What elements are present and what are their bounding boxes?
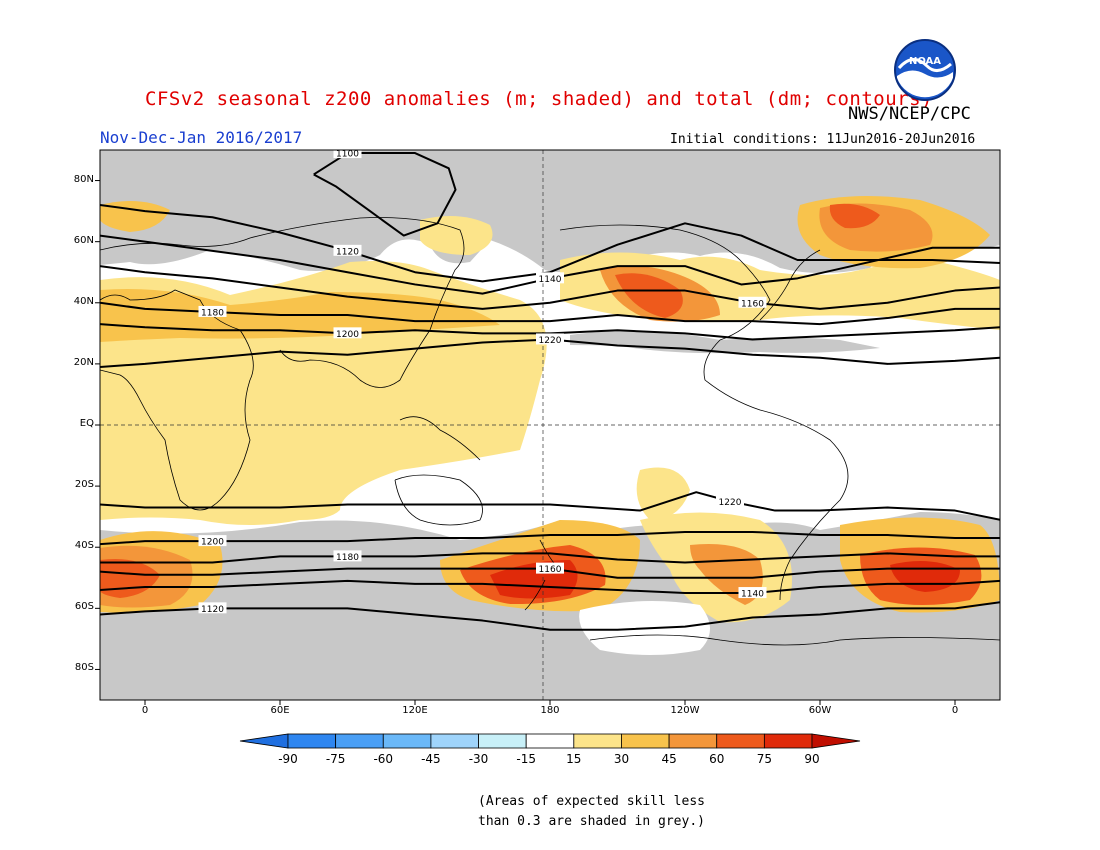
contour-label: 1180 xyxy=(336,553,359,563)
lon-tick-label: 60W xyxy=(808,705,832,716)
colorbar-tick-label: 60 xyxy=(709,752,725,766)
colorbar-tick-label: -30 xyxy=(468,752,489,766)
contour-label-bg xyxy=(198,305,227,317)
lon-tick-label: 180 xyxy=(540,705,560,716)
contour-label-bg xyxy=(333,150,362,159)
contour-label: 1160 xyxy=(539,565,562,575)
colorbar-swatch xyxy=(430,733,479,749)
skill-note-line-2: than 0.3 are shaded in grey.) xyxy=(478,814,705,829)
contour-label: 1200 xyxy=(336,330,359,340)
contour-line xyxy=(100,301,1000,326)
contour-label: 1100 xyxy=(336,150,359,160)
skill-note: (Areas of expected skill less than 0.3 a… xyxy=(478,792,738,832)
lon-tick-label: 120E xyxy=(402,705,428,716)
lat-tick-label: 40S xyxy=(74,540,94,552)
contour-label: 1140 xyxy=(539,275,562,285)
lat-tick-label: 80N xyxy=(73,173,94,185)
noaa-logo-text: NOAA xyxy=(909,56,941,67)
colorbar-swatch xyxy=(335,733,384,749)
lat-tick-label: 20S xyxy=(74,479,94,491)
contour-label-bg xyxy=(536,562,564,574)
contour-line xyxy=(100,552,1000,564)
contour-label-bg xyxy=(333,244,362,256)
contour-label: 1120 xyxy=(201,605,224,615)
contour-label-bg xyxy=(333,550,362,562)
colorbar-swatch xyxy=(525,733,575,749)
lat-tick-label: 60N xyxy=(73,234,94,246)
forecast-period: Nov-Dec-Jan 2016/2017 xyxy=(100,128,303,147)
noaa-logo: NOAA xyxy=(894,39,956,101)
contour-label-bg xyxy=(738,296,767,308)
colorbar-swatch xyxy=(239,733,289,749)
contour-label: 1220 xyxy=(539,336,562,346)
colorbar-tick-label: 75 xyxy=(756,752,772,766)
contour-label: 1120 xyxy=(336,247,359,257)
agency-label: NWS/NCEP/CPC xyxy=(848,104,971,124)
contour-line xyxy=(100,491,1000,521)
initial-conditions: Initial conditions: 11Jun2016-20Jun2016 xyxy=(670,132,976,147)
colorbar-tick-label: -90 xyxy=(278,752,298,766)
contour-label: 1140 xyxy=(741,590,764,600)
contour-line xyxy=(100,530,1000,546)
height-contours: 1100 1120 1140 1160 1180 1200 1220 1220 1200 1180… xyxy=(100,150,1000,631)
contour-label-bg xyxy=(333,327,362,339)
contour-label-bg xyxy=(536,272,564,284)
colorbar-tick-label: 30 xyxy=(613,752,630,766)
contour-line xyxy=(100,265,1000,310)
colorbar-swatch xyxy=(621,733,670,749)
colorbar-swatch xyxy=(573,733,622,749)
contour-label-bg xyxy=(198,535,227,547)
colorbar-swatch xyxy=(811,733,861,749)
colorbar-swatch xyxy=(716,733,765,749)
lon-tick-label: 120W xyxy=(670,705,700,716)
contour-line xyxy=(313,152,457,237)
contour-line xyxy=(100,579,1000,595)
colorbar-tick-label: 45 xyxy=(661,752,677,766)
contour-line xyxy=(100,204,1000,283)
lon-tick-label: 0 xyxy=(141,705,149,716)
lat-tick-label: 80S xyxy=(74,662,94,674)
contour-label: 1220 xyxy=(719,498,742,508)
contour-label-bg xyxy=(536,333,564,345)
colorbar-tick-label: 15 xyxy=(566,752,582,766)
lat-tick-label: 60S xyxy=(74,601,94,613)
axis-ticks xyxy=(95,180,956,705)
skill-note-line-1: (Areas of expected skill less xyxy=(478,794,705,809)
map-title: CFSv2 seasonal z200 anomalies (m; shaded… xyxy=(145,88,933,110)
coastlines xyxy=(100,217,1000,646)
lat-tick-label: 20N xyxy=(73,356,94,368)
contour-label-bg xyxy=(738,587,767,599)
colorbar-swatch xyxy=(478,733,527,749)
colorbar-tick-label: -60 xyxy=(373,752,394,766)
contour-label-bg xyxy=(198,602,227,614)
colorbar-swatch xyxy=(287,733,337,749)
colorbar-swatch xyxy=(763,733,813,749)
contour-label: 1200 xyxy=(201,538,224,548)
grid-lines xyxy=(100,150,1000,700)
lat-tick-label: 40N xyxy=(73,295,94,307)
contour-label-bg xyxy=(716,495,744,507)
colorbar-tick-label: -45 xyxy=(421,752,441,766)
colorbar-tick-label: 90 xyxy=(804,752,820,766)
lat-tick-label: EQ xyxy=(79,418,94,429)
lon-tick-label: 60E xyxy=(270,705,290,716)
lon-tick-label: 0 xyxy=(951,705,959,716)
anomaly-map: 1100 1120 1140 1160 1180 1200 1220 1220 1200 1180… xyxy=(95,149,1001,705)
colorbar-swatch xyxy=(668,733,718,749)
contour-line xyxy=(100,601,1000,631)
colorbar-tick-label: -75 xyxy=(325,752,346,766)
contour-label: 1160 xyxy=(741,299,764,309)
contour-label: 1180 xyxy=(201,308,224,318)
colorbar-tick-label: -15 xyxy=(516,752,536,766)
contour-line xyxy=(100,323,1000,341)
colorbar-swatch xyxy=(382,733,432,749)
